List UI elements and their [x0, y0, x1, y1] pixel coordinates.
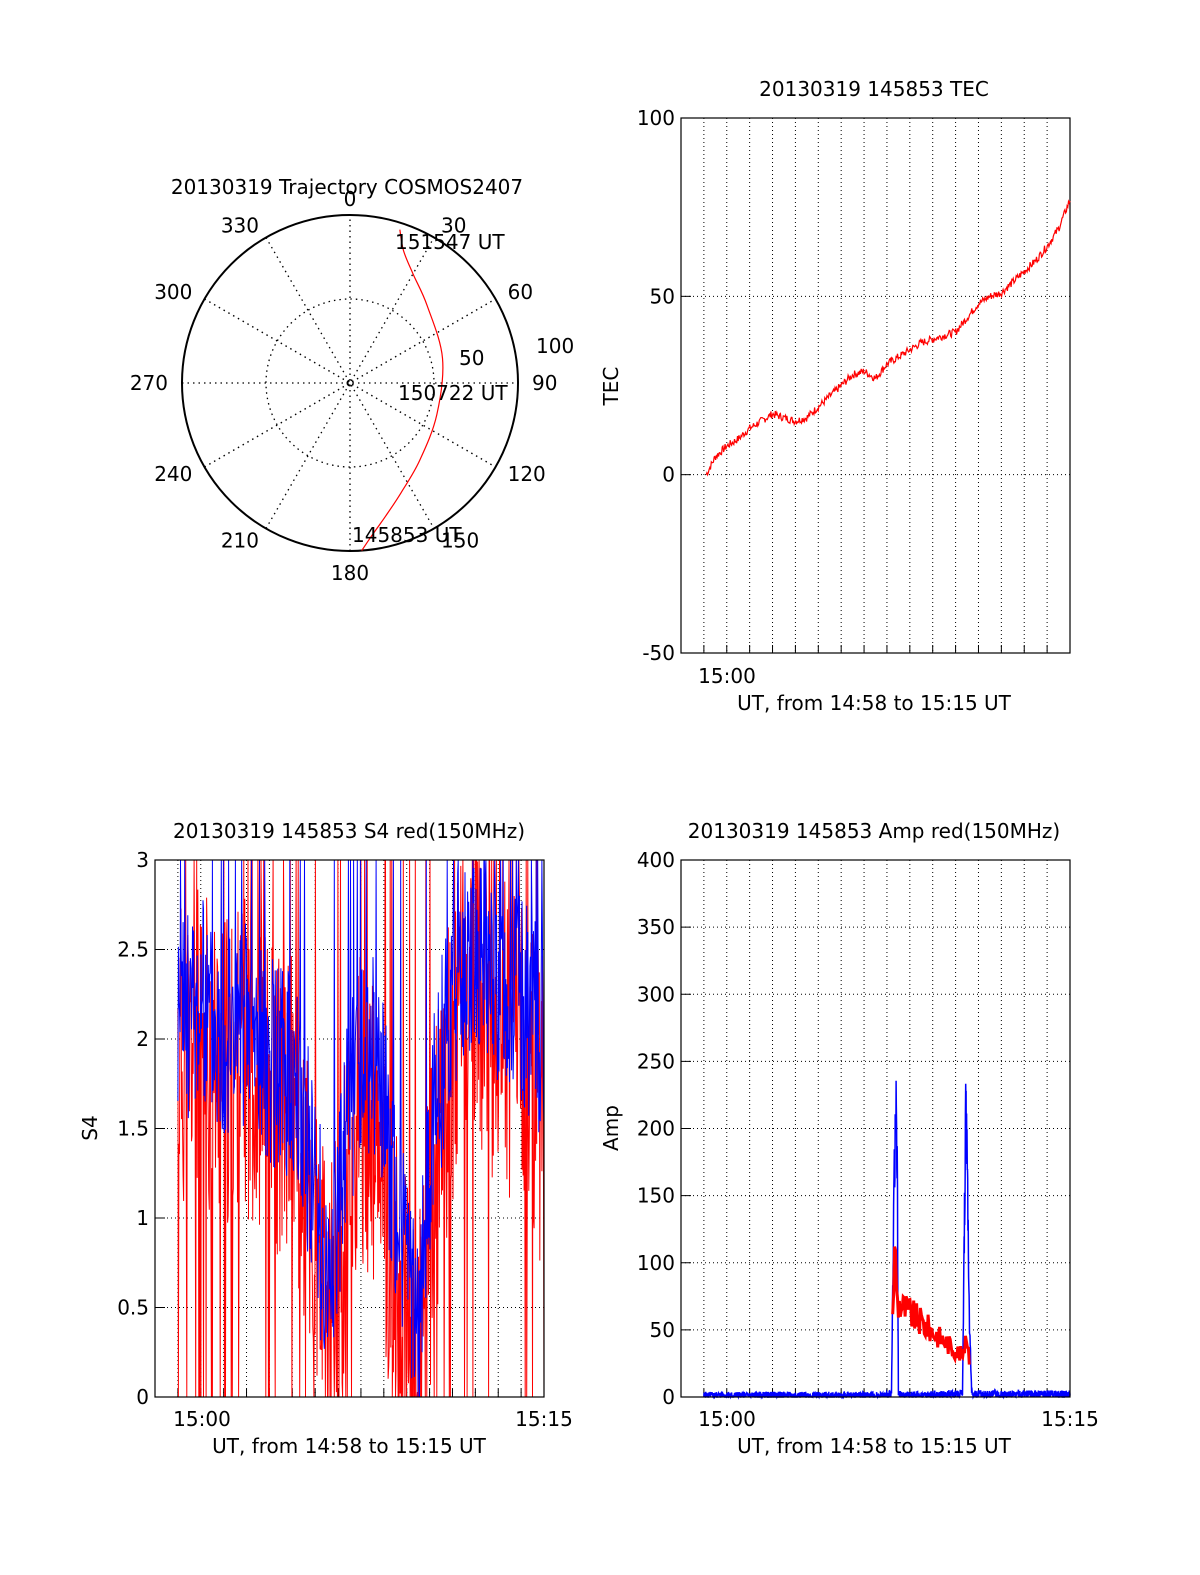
- ring-label-100: 100: [536, 334, 574, 358]
- ring-50: [265, 298, 435, 468]
- trajectory-azimuth-labels: 0 30 60 90 120 150 180 210 240 270 300 330: [130, 187, 558, 585]
- s4-ytick-label: 2.5: [117, 938, 149, 962]
- amp-y-label: Amp: [599, 1105, 623, 1151]
- azimuth-label-270: 270: [130, 371, 168, 395]
- trajectory-outer-circle: [181, 214, 519, 552]
- trajectory-panel: 20130319 Trajectory COSMOS2407 0 30 60 90 12…: [130, 175, 574, 585]
- amp-plot-frame: [680, 859, 1071, 1398]
- azimuth-label-210: 210: [221, 529, 259, 553]
- azimuth-label-330: 330: [221, 213, 259, 237]
- amp-title: 20130319 145853 Amp red(150MHz): [688, 819, 1060, 843]
- s4-ytick-label: 1.5: [117, 1117, 149, 1141]
- amp-xtick-1515: 15:15: [1041, 1407, 1099, 1431]
- amp-ytick-label: 400: [637, 848, 675, 872]
- tec-panel: 20130319 145853 TEC -50 0 50 100 15:00 UT, …: [599, 77, 1071, 715]
- azimuth-label-120: 120: [508, 462, 546, 486]
- azimuth-label-90: 90: [532, 371, 557, 395]
- s4-x-label: UT, from 14:58 to 15:15 UT: [212, 1434, 487, 1458]
- amp-y-ticks: 0 50 100 150 200 250 300 350 400: [637, 848, 691, 1409]
- azimuth-label-30: 30: [441, 213, 466, 237]
- tec-series-line: [705, 199, 1071, 477]
- s4-blue-line: [177, 859, 545, 1398]
- tec-ytick-label: -50: [642, 641, 675, 665]
- amp-red-series-line: [891, 1246, 971, 1365]
- spoke-120: [204, 298, 496, 468]
- tec-y-label: TEC: [599, 367, 623, 407]
- s4-blue-series: [177, 859, 545, 1398]
- azimuth-label-180: 180: [331, 561, 369, 585]
- azimuth-label-150: 150: [441, 529, 479, 553]
- s4-ytick-label: 2: [136, 1027, 149, 1051]
- tec-ytick-label: 100: [637, 106, 675, 130]
- s4-title: 20130319 145853 S4 red(150MHz): [173, 819, 525, 843]
- s4-ytick-label: 0: [136, 1385, 149, 1409]
- amp-panel: 20130319 145853 Amp red(150MHz) 0 50 100 15…: [599, 819, 1099, 1458]
- spoke-30: [265, 237, 435, 529]
- amp-ytick-label: 200: [637, 1117, 675, 1141]
- s4-xtick-1515: 15:15: [515, 1407, 573, 1431]
- s4-y-ticks: 0 0.5 1 1.5 2 2.5 3: [117, 848, 165, 1409]
- tec-ytick-label: 50: [650, 284, 675, 308]
- amp-ytick-label: 100: [637, 1251, 675, 1275]
- amp-ytick-label: 250: [637, 1049, 675, 1073]
- s4-ytick-label: 1: [136, 1206, 149, 1230]
- trajectory-grid: [182, 215, 518, 551]
- spoke-60: [204, 298, 496, 468]
- spoke-150: [265, 237, 435, 529]
- trajectory-start-time: 145853 UT: [352, 523, 462, 547]
- azimuth-label-60: 60: [508, 280, 533, 304]
- azimuth-label-240: 240: [154, 462, 192, 486]
- azimuth-label-300: 300: [154, 280, 192, 304]
- trajectory-mid-time: 150722 UT: [398, 381, 508, 405]
- tec-grid: [681, 118, 1070, 653]
- s4-ytick-label: 0.5: [117, 1296, 149, 1320]
- amp-ytick-label: 350: [637, 915, 675, 939]
- tec-x-label: UT, from 14:58 to 15:15 UT: [737, 691, 1012, 715]
- amp-grid: [681, 860, 1070, 1397]
- trajectory-title: 20130319 Trajectory COSMOS2407: [171, 175, 523, 199]
- s4-ytick-label: 3: [136, 848, 149, 872]
- amp-ytick-label: 0: [662, 1385, 675, 1409]
- s4-y-label: S4: [78, 1115, 102, 1140]
- trajectory-end-time: 151547 UT: [395, 230, 505, 254]
- tec-title: 20130319 145853 TEC: [759, 77, 989, 101]
- tec-y-ticks: -50 0 50 100: [637, 106, 691, 665]
- s4-xtick-1500: 15:00: [173, 1407, 231, 1431]
- amp-xtick-1500: 15:00: [698, 1407, 756, 1431]
- ring-label-50: 50: [459, 346, 484, 370]
- amp-ytick-label: 50: [650, 1318, 675, 1342]
- amp-x-label: UT, from 14:58 to 15:15 UT: [737, 1434, 1012, 1458]
- amp-ytick-label: 150: [637, 1184, 675, 1208]
- tec-xtick-1500: 15:00: [698, 664, 756, 688]
- trajectory-track: [361, 229, 444, 551]
- amp-ytick-label: 300: [637, 982, 675, 1006]
- s4-panel: 20130319 145853 S4 red(150MHz) 0 0.5 1 1.5 2…: [78, 819, 573, 1458]
- azimuth-label-0: 0: [344, 187, 357, 211]
- tec-ytick-label: 0: [662, 463, 675, 487]
- tec-plot-frame: [680, 117, 1071, 654]
